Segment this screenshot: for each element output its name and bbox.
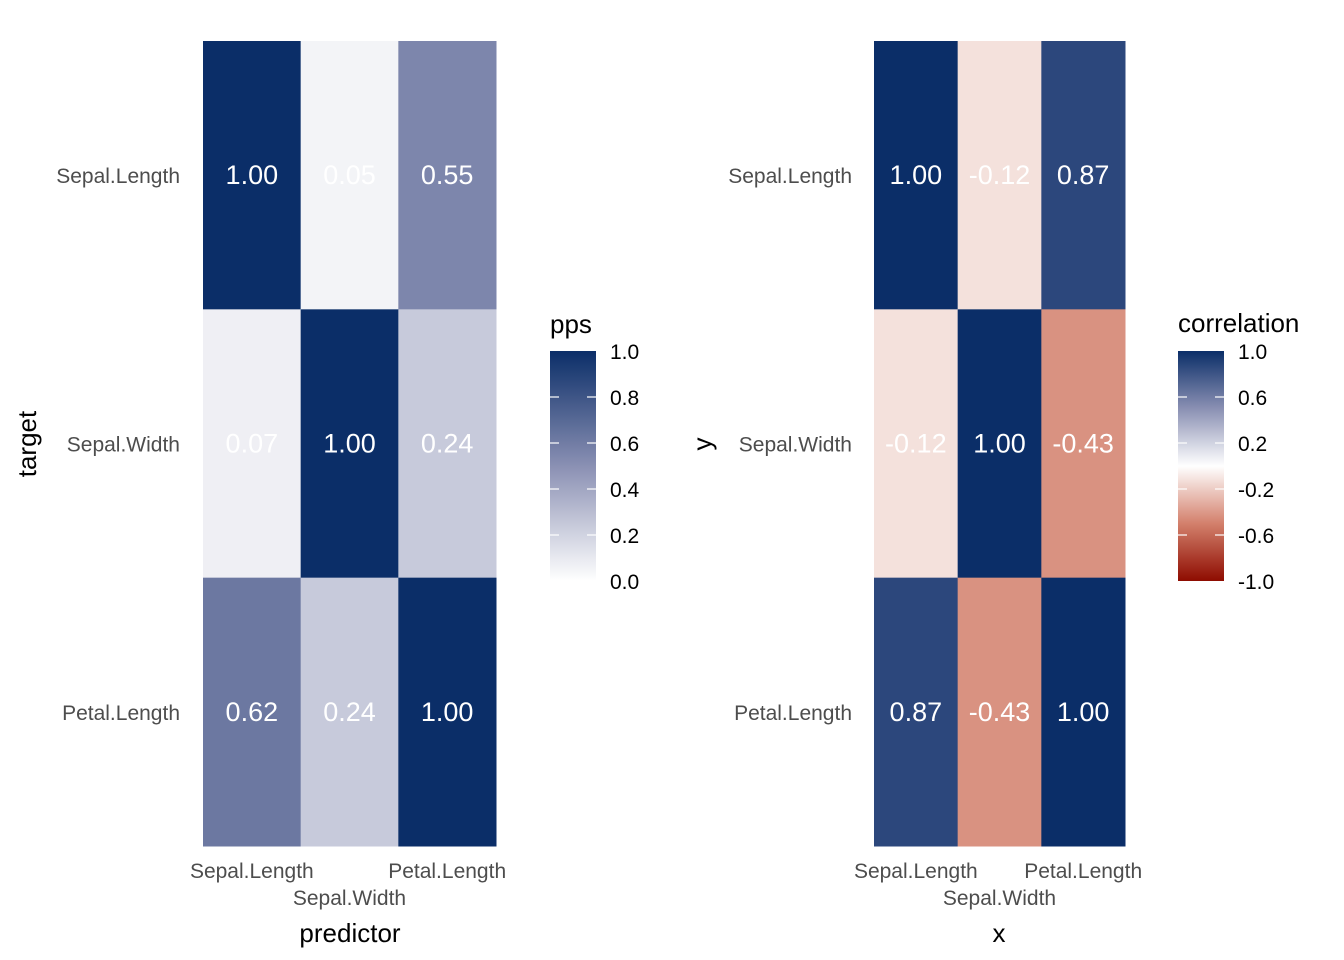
heatmap-cell: [874, 309, 959, 579]
heatmap-cell: [874, 41, 959, 310]
heatmap-cell: [957, 309, 1042, 579]
legend-title: correlation: [1178, 308, 1299, 338]
legend-tick-label: -0.6: [1238, 525, 1274, 548]
cell-label: 1.00: [973, 429, 1026, 459]
heatmap-cell: [203, 577, 302, 847]
legend-tick-label: 1.0: [610, 341, 639, 364]
y-tick-label: Petal.Length: [62, 702, 180, 725]
heatmap-cell: [398, 41, 497, 310]
x-tick-label: Petal.Length: [388, 860, 506, 883]
cell-label: 0.24: [421, 429, 474, 459]
color-legend: pps 1.0 0.8 0.6 0.4 0.2 0.0: [550, 309, 640, 594]
legend-tick-label: -0.2: [1238, 479, 1274, 502]
legend-tick-label: 0.2: [610, 525, 639, 548]
legend-tick-label: 1.0: [1238, 341, 1267, 364]
y-tick-label: Sepal.Width: [67, 434, 180, 457]
cell-label: 1.00: [323, 429, 376, 459]
x-tick-label: Sepal.Width: [293, 887, 406, 910]
heatmap-cell: [1041, 41, 1126, 310]
x-axis-title: predictor: [299, 918, 400, 948]
heatmap-cell: [203, 41, 302, 310]
y-axis-title: target: [12, 410, 42, 477]
legend-tick-label: -1.0: [1238, 571, 1274, 594]
cell-label: 0.24: [323, 697, 376, 727]
cell-label: 0.07: [226, 429, 279, 459]
legend-colorbar: [1178, 351, 1224, 581]
heatmap-cell: [957, 577, 1042, 847]
heatmap-cell: [300, 577, 399, 847]
cell-label: 1.00: [226, 160, 279, 190]
heatmap-cell: [957, 41, 1042, 310]
heatmap-cell: [300, 41, 399, 310]
heatmap-cell: [1041, 309, 1126, 579]
y-tick-label: Sepal.Width: [739, 434, 852, 457]
cell-label: 0.87: [1057, 160, 1110, 190]
heatmap-cell: [1041, 577, 1126, 847]
y-tick-label: Sepal.Length: [728, 165, 852, 188]
cell-label: 0.87: [890, 697, 943, 727]
cell-label: -0.43: [1052, 429, 1114, 459]
cell-label: 0.62: [226, 697, 279, 727]
cell-label: 0.55: [421, 160, 474, 190]
legend-tick-label: 0.8: [610, 387, 639, 410]
cell-label: 0.05: [323, 160, 376, 190]
cell-label: 1.00: [1057, 697, 1110, 727]
x-tick-label: Sepal.Length: [190, 860, 314, 883]
color-legend: correlation 1.0 0.6 0.2 -0.2 -0.6 -1.0: [1178, 308, 1299, 594]
legend-colorbar: [550, 351, 596, 581]
legend-title: pps: [550, 309, 592, 339]
heatmap-cell: [300, 309, 399, 579]
legend-tick-label: 0.2: [1238, 433, 1267, 456]
cell-label: 1.00: [890, 160, 943, 190]
cell-label: -0.43: [969, 697, 1031, 727]
x-tick-label: Sepal.Length: [854, 860, 978, 883]
cell-label: -0.12: [969, 160, 1031, 190]
legend-tick-label: 0.0: [610, 571, 639, 594]
x-tick-label: Petal.Length: [1024, 860, 1142, 883]
heatmap-cell: [874, 577, 959, 847]
y-axis-title: y: [687, 438, 717, 451]
legend-tick-label: 0.6: [610, 433, 639, 456]
heatmap-panel-2: 1.00 -0.12 0.87-0.12 1.00 -0.430.87 -0.43 1.00…: [687, 41, 1299, 948]
heatmap-cell: [203, 309, 302, 579]
heatmap-panel-1: 1.00 0.05 0.55 0.07 1.00 0.24 0.62 0.24 1.00 Sepa…: [12, 41, 640, 948]
legend-tick-label: 0.6: [1238, 387, 1267, 410]
legend-tick-label: 0.4: [610, 479, 640, 502]
cell-label: 1.00: [421, 697, 474, 727]
x-axis-title: x: [993, 918, 1006, 948]
heatmap-cell: [398, 309, 497, 579]
y-tick-label: Sepal.Length: [56, 165, 180, 188]
x-tick-label: Sepal.Width: [943, 887, 1056, 910]
cell-label: -0.12: [885, 429, 947, 459]
heatmap-cell: [398, 577, 497, 847]
y-tick-label: Petal.Length: [734, 702, 852, 725]
